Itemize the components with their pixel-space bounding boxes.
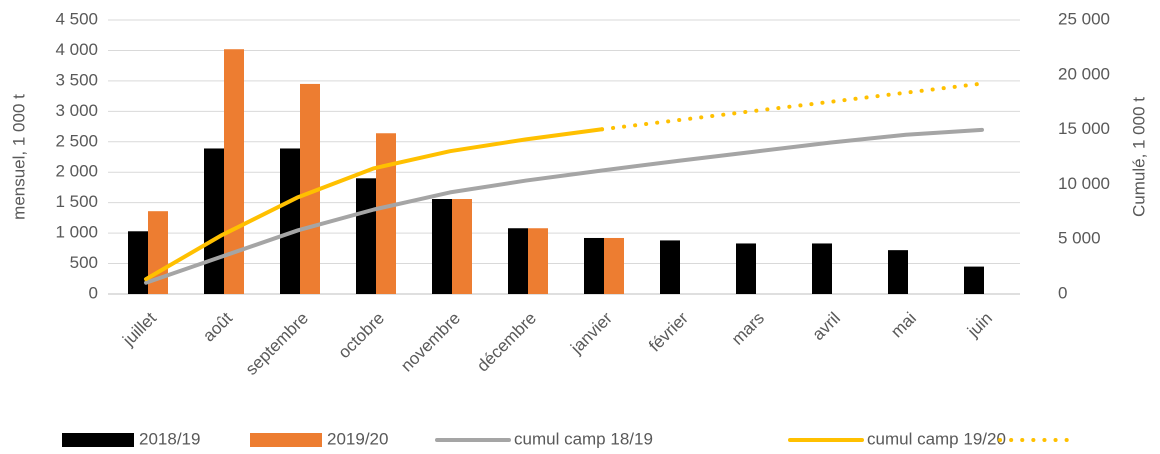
bar <box>356 178 376 294</box>
bar <box>528 228 548 294</box>
bar <box>452 199 472 294</box>
y-tick-label: 1 500 <box>55 192 98 211</box>
bar <box>204 148 224 294</box>
legend-label: cumul camp 18/19 <box>514 429 653 448</box>
x-tick-label: septembre <box>242 309 312 379</box>
y-tick-label: 1 000 <box>55 223 98 242</box>
y2-tick-label: 25 000 <box>1058 9 1110 28</box>
y-tick-label: 500 <box>70 253 98 272</box>
y2-tick-label: 15 000 <box>1058 119 1110 138</box>
legend-swatch <box>62 433 134 447</box>
bar <box>508 228 528 294</box>
y2-tick-label: 0 <box>1058 283 1067 302</box>
bar <box>888 250 908 294</box>
x-tick-label: mai <box>887 309 920 342</box>
y-tick-label: 0 <box>89 283 98 302</box>
legend-label: cumul camp 19/20 <box>867 429 1006 448</box>
bar <box>604 237 624 294</box>
x-tick-label: janvier <box>566 308 616 358</box>
legend-swatch <box>250 433 322 447</box>
line-series <box>144 127 604 282</box>
y-tick-label: 2 000 <box>55 162 98 181</box>
bar <box>584 237 604 294</box>
y-tick-label: 4 500 <box>55 9 98 28</box>
y2-tick-label: 5 000 <box>1058 229 1101 248</box>
y2-axis-title: Cumulé, 1 000 t <box>1129 97 1148 217</box>
bar <box>224 49 244 294</box>
line-series <box>600 81 984 132</box>
x-tick-label: décembre <box>473 309 540 376</box>
x-tick-label: novembre <box>397 309 464 376</box>
x-tick-label: octobre <box>334 309 388 363</box>
bar <box>736 243 756 294</box>
line-series <box>144 127 984 285</box>
x-tick-label: juillet <box>118 308 160 350</box>
x-tick-label: août <box>199 308 236 345</box>
y-tick-label: 3 500 <box>55 70 98 89</box>
bar <box>660 240 680 294</box>
y-axis-title: mensuel, 1 000 t <box>9 94 28 220</box>
x-tick-label: février <box>645 308 692 355</box>
bar <box>812 243 832 294</box>
y2-tick-label: 10 000 <box>1058 174 1110 193</box>
x-tick-label: juin <box>963 309 996 342</box>
x-tick-label: mars <box>728 309 768 349</box>
bar <box>432 199 452 294</box>
legend-label: 2019/20 <box>327 429 388 448</box>
bar <box>128 231 148 294</box>
bar <box>280 148 300 294</box>
legend-label: 2018/19 <box>139 429 200 448</box>
y-tick-label: 4 000 <box>55 40 98 59</box>
bar <box>376 133 396 294</box>
bar <box>964 266 984 294</box>
y-tick-label: 2 500 <box>55 131 98 150</box>
y2-tick-label: 20 000 <box>1058 64 1110 83</box>
x-tick-label: avril <box>809 309 844 344</box>
y-tick-label: 3 000 <box>55 101 98 120</box>
bar <box>300 83 320 294</box>
